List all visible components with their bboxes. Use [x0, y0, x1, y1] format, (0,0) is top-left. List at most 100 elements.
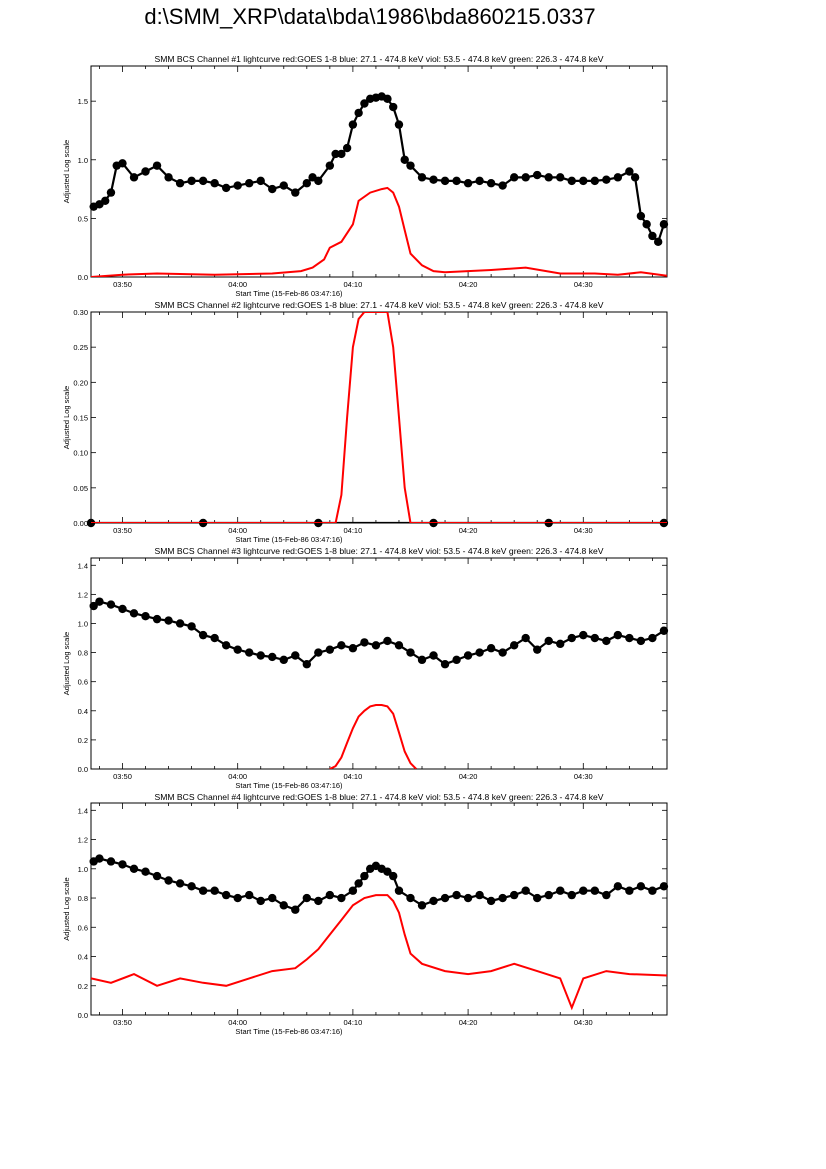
- data-point: [89, 601, 98, 611]
- data-point: [400, 155, 409, 164]
- data-point: [613, 630, 623, 640]
- data-point: [383, 636, 392, 646]
- data-point: [152, 871, 162, 881]
- y-tick-label: 0.15: [73, 414, 88, 423]
- data-point: [210, 633, 219, 643]
- x-axis-label: Start Time (15-Feb-86 03:47:16): [235, 289, 343, 298]
- series-line: [91, 894, 667, 1011]
- x-tick-label: 03:50: [113, 280, 132, 289]
- data-point: [210, 886, 219, 895]
- data-point: [648, 886, 657, 895]
- data-point: [101, 196, 110, 206]
- data-point: [429, 175, 438, 184]
- data-point: [406, 161, 415, 170]
- y-axis-label: Adjusted Log scale: [62, 632, 71, 695]
- data-point: [509, 173, 519, 182]
- data-point: [360, 99, 369, 108]
- data-point: [602, 890, 611, 900]
- data-point: [164, 616, 173, 625]
- data-point: [221, 183, 231, 193]
- data-point: [164, 173, 173, 182]
- data-point: [268, 184, 277, 194]
- plot-frame: [90, 311, 668, 524]
- data-point: [463, 893, 473, 903]
- data-point: [354, 879, 363, 888]
- y-tick-label: 0.10: [73, 449, 88, 458]
- data-point: [152, 614, 162, 624]
- series-line: [91, 312, 667, 523]
- x-tick-label: 04:20: [459, 526, 478, 535]
- data-point: [141, 867, 150, 876]
- x-axis-label: Start Time (15-Feb-86 03:47:16): [235, 1027, 343, 1036]
- y-tick-label: 1.0: [78, 156, 88, 165]
- data-point: [256, 651, 265, 660]
- x-tick-label: 04:10: [343, 1018, 362, 1027]
- data-point: [648, 633, 657, 643]
- y-axis-label: Adjusted Log scale: [62, 140, 71, 203]
- data-point: [118, 860, 127, 869]
- data-point: [198, 886, 208, 895]
- data-point: [389, 102, 398, 112]
- data-point: [175, 619, 185, 628]
- data-point: [452, 176, 461, 186]
- x-tick-label: 04:00: [228, 772, 247, 781]
- y-tick-label: 1.2: [78, 836, 88, 845]
- data-point: [590, 633, 600, 643]
- data-point: [475, 890, 484, 900]
- x-tick-label: 03:50: [113, 1018, 132, 1027]
- data-point: [602, 175, 611, 184]
- data-point: [579, 886, 588, 895]
- y-axis-label: Adjusted Log scale: [62, 877, 71, 940]
- y-tick-label: 0.2: [78, 982, 88, 991]
- data-point: [291, 188, 300, 197]
- data-point: [348, 120, 358, 129]
- data-point: [556, 639, 565, 649]
- data-point: [602, 636, 611, 646]
- data-point: [440, 660, 450, 669]
- y-tick-label: 1.0: [78, 619, 88, 628]
- y-tick-label: 0.30: [73, 308, 88, 317]
- data-point: [498, 181, 507, 190]
- data-point: [625, 167, 634, 176]
- data-point: [337, 893, 346, 903]
- data-point: [440, 176, 450, 186]
- data-point: [383, 94, 392, 104]
- y-tick-label: 0.00: [73, 519, 88, 528]
- y-tick-label: 1.2: [78, 590, 88, 599]
- x-tick-label: 04:10: [343, 280, 362, 289]
- data-point: [302, 893, 312, 903]
- data-point: [129, 609, 139, 618]
- data-point: [256, 176, 265, 186]
- chart-title: SMM BCS Channel #3 lightcurve red:GOES 1…: [154, 546, 603, 556]
- data-point: [245, 890, 254, 900]
- series-line: [93, 600, 665, 666]
- data-point: [383, 867, 392, 876]
- chart-title: SMM BCS Channel #2 lightcurve red:GOES 1…: [154, 300, 603, 310]
- data-point: [198, 630, 208, 640]
- data-point: [417, 655, 427, 665]
- data-point: [268, 893, 277, 903]
- y-tick-label: 0.0: [78, 1011, 88, 1020]
- data-point: [636, 882, 646, 891]
- data-point: [429, 896, 438, 906]
- data-point: [521, 633, 530, 643]
- data-point: [302, 179, 312, 188]
- x-tick-label: 04:00: [228, 1018, 247, 1027]
- data-point: [636, 211, 646, 221]
- chart-title: SMM BCS Channel #1 lightcurve red:GOES 1…: [154, 54, 603, 64]
- x-tick-label: 03:50: [113, 526, 132, 535]
- plot-frame: [90, 65, 668, 278]
- data-point: [279, 655, 288, 665]
- data-point: [475, 648, 484, 657]
- data-point: [544, 636, 553, 646]
- x-tick-label: 04:10: [343, 526, 362, 535]
- data-point: [452, 890, 461, 900]
- data-point: [291, 905, 300, 914]
- data-point: [533, 893, 542, 903]
- data-point: [486, 179, 496, 188]
- data-point: [498, 893, 507, 903]
- data-point: [544, 890, 553, 900]
- data-point: [187, 176, 196, 186]
- y-tick-label: 0.20: [73, 378, 88, 387]
